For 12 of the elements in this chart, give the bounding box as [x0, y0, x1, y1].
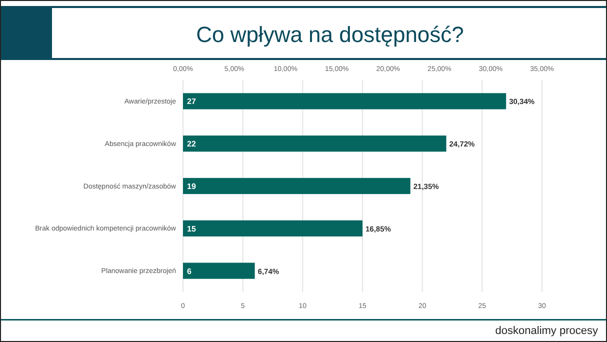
bar: [183, 178, 410, 194]
bar: [183, 136, 446, 152]
data-label: 6: [187, 266, 192, 276]
bar: [183, 262, 255, 279]
data-label: 22: [187, 140, 196, 149]
data-label: 27: [187, 97, 196, 106]
text: doskonalimy procesy: [495, 325, 598, 337]
bar: [183, 220, 362, 236]
chart-title: Co wpływa na dostępność?: [196, 22, 464, 47]
data-label: 19: [187, 182, 196, 191]
data-label: 15: [187, 224, 196, 234]
bar: [183, 93, 506, 110]
